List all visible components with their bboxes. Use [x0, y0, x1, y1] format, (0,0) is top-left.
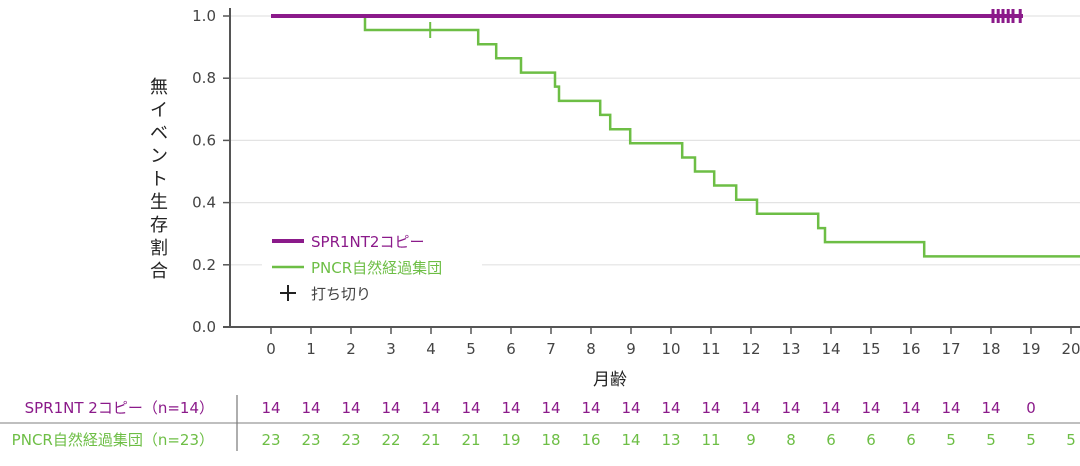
risk-table: SPR1NT 2コピー（n=14） 14 14 14 14 14 14 14 14 14 14 14 1…	[0, 395, 1080, 451]
y-tick-label: 0.8	[192, 69, 216, 87]
x-tick-label: 9	[626, 340, 636, 358]
y-tick-label: 0.6	[192, 131, 216, 149]
risk-count: 14	[701, 399, 720, 417]
risk-count: 14	[621, 431, 640, 449]
risk-count: 14	[981, 399, 1000, 417]
risk-count: 23	[301, 431, 320, 449]
legend-label: SPR1NT2コピー	[311, 233, 424, 251]
risk-count: 6	[866, 431, 876, 449]
risk-count: 21	[421, 431, 440, 449]
x-tick-label: 5	[466, 340, 476, 358]
x-tick-label: 14	[821, 340, 840, 358]
y-axis-title-char: ベ	[150, 123, 168, 144]
risk-count: 9	[746, 431, 756, 449]
x-tick-label: 19	[1021, 340, 1040, 358]
x-tick-label: 10	[661, 340, 680, 358]
risk-row-label: PNCR自然経過集団（n=23）	[12, 431, 214, 449]
km-curve	[271, 14, 1080, 258]
x-tick-label: 12	[741, 340, 760, 358]
risk-count: 14	[581, 399, 600, 417]
x-tick-label: 3	[386, 340, 396, 358]
risk-count: 14	[861, 399, 880, 417]
y-tick-label: 0.0	[192, 318, 216, 336]
risk-count: 14	[381, 399, 400, 417]
x-tick-label: 1	[306, 340, 316, 358]
y-axis-title: 無イベント生存割合	[147, 76, 171, 283]
risk-count: 14	[821, 399, 840, 417]
y-tick-label: 0.2	[192, 256, 216, 274]
x-tick-label: 18	[981, 340, 1000, 358]
risk-count: 14	[661, 399, 680, 417]
y-axis-title-char: イ	[150, 100, 168, 121]
risk-count: 14	[301, 399, 320, 417]
x-tick-label: 16	[901, 340, 920, 358]
x-tick-label: 0	[266, 340, 276, 358]
x-tick-label: 8	[586, 340, 596, 358]
legend-label: 打ち切り	[311, 285, 371, 303]
y-tick-label: 0.4	[192, 194, 216, 212]
risk-count: 11	[701, 431, 720, 449]
risk-count: 21	[461, 431, 480, 449]
risk-count: 5	[946, 431, 956, 449]
risk-count: 6	[906, 431, 916, 449]
axes: 0.00.20.40.60.81.00 1 2 3 4 5 6 7 8 9 10 11 12 13 14 15…	[192, 7, 1080, 358]
risk-count: 5	[1066, 431, 1076, 449]
risk-count: 14	[901, 399, 920, 417]
risk-count: 16	[581, 431, 600, 449]
risk-count: 23	[261, 431, 280, 449]
y-axis-title-char: 割	[150, 238, 168, 259]
risk-count: 18	[541, 431, 560, 449]
x-tick-label: 4	[426, 340, 436, 358]
x-tick-label: 15	[861, 340, 880, 358]
risk-count: 14	[461, 399, 480, 417]
x-tick-label: 17	[941, 340, 960, 358]
risk-count: 0	[1026, 399, 1036, 417]
x-tick-label: 13	[781, 340, 800, 358]
y-axis-title-char: 存	[150, 215, 168, 236]
risk-count: 14	[261, 399, 280, 417]
x-tick-label: 2	[346, 340, 356, 358]
survival-curves	[271, 9, 1080, 258]
x-tick-label: 6	[506, 340, 516, 358]
x-tick-label: 11	[701, 340, 720, 358]
y-axis-title-char: ト	[150, 169, 168, 190]
risk-row-label: SPR1NT 2コピー（n=14）	[25, 399, 214, 417]
y-tick-label: 1.0	[192, 7, 216, 25]
risk-count: 14	[781, 399, 800, 417]
risk-count: 14	[621, 399, 640, 417]
x-tick-label: 7	[546, 340, 556, 358]
risk-count: 5	[986, 431, 996, 449]
y-axis-title-char: ン	[150, 146, 168, 167]
legend-label: PNCR自然経過集団	[311, 259, 442, 277]
risk-count: 23	[341, 431, 360, 449]
risk-count: 14	[341, 399, 360, 417]
risk-count: 14	[421, 399, 440, 417]
risk-count: 19	[501, 431, 520, 449]
risk-count: 14	[501, 399, 520, 417]
risk-count: 6	[826, 431, 836, 449]
y-axis-title-char: 無	[150, 77, 168, 98]
risk-count: 8	[786, 431, 796, 449]
risk-count: 13	[661, 431, 680, 449]
risk-count: 5	[1026, 431, 1036, 449]
x-axis-title: 月齢	[593, 370, 627, 390]
y-axis-title-char: 生	[150, 192, 168, 213]
risk-count: 14	[541, 399, 560, 417]
risk-count: 14	[741, 399, 760, 417]
risk-count: 22	[381, 431, 400, 449]
y-axis-title-char: 合	[150, 261, 168, 282]
risk-count: 14	[941, 399, 960, 417]
x-tick-label: 20	[1061, 340, 1080, 358]
